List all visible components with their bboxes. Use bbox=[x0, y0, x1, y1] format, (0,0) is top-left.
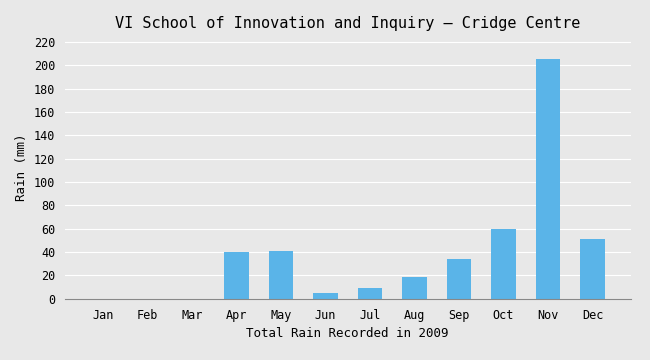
Bar bbox=[268, 251, 293, 299]
Bar bbox=[358, 288, 382, 299]
Bar bbox=[402, 276, 427, 299]
Bar bbox=[536, 59, 560, 299]
Bar bbox=[224, 252, 249, 299]
Title: VI School of Innovation and Inquiry – Cridge Centre: VI School of Innovation and Inquiry – Cr… bbox=[115, 16, 580, 31]
Bar bbox=[313, 293, 338, 299]
Bar bbox=[447, 259, 471, 299]
Y-axis label: Rain (mm): Rain (mm) bbox=[16, 134, 29, 201]
X-axis label: Total Rain Recorded in 2009: Total Rain Recorded in 2009 bbox=[246, 327, 449, 340]
Bar bbox=[580, 239, 605, 299]
Bar bbox=[491, 229, 516, 299]
